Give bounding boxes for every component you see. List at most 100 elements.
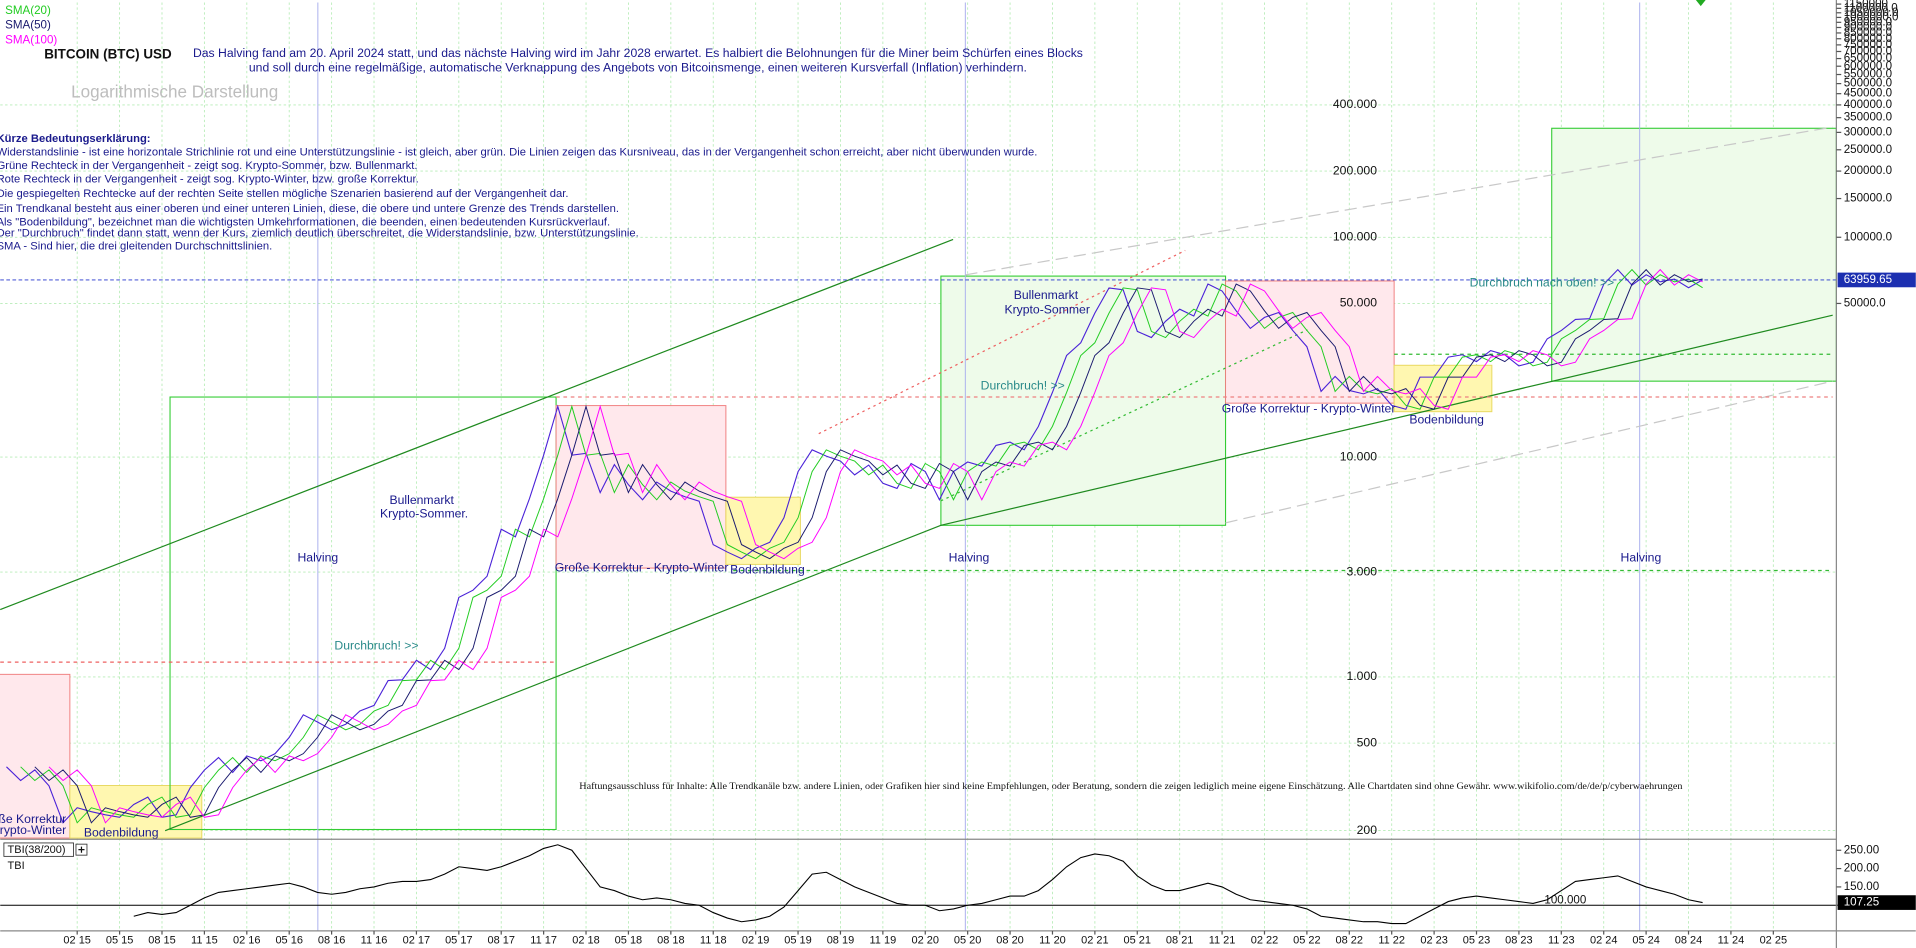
axis-background — [1837, 0, 1916, 839]
y-tick-label: 900000.0 — [1844, 21, 1892, 34]
x-tick-label: 02 22 — [1251, 935, 1279, 947]
x-tick-label: 05 15 — [106, 935, 134, 947]
y-tick-label: 800000.0 — [1844, 32, 1892, 45]
winter-box — [1225, 280, 1395, 404]
x-tick-label: 11 23 — [1548, 935, 1575, 947]
last-value-box — [1837, 895, 1916, 910]
note: Grüne Rechteck in der Vergangenheit - ze… — [0, 160, 417, 172]
y-tick-label: 150.00 — [1844, 880, 1879, 893]
y-tick-label: 1000000.0 — [1844, 10, 1899, 23]
y-tick-label: 450000.0 — [1844, 87, 1892, 100]
y-tick-label: 200.00 — [1844, 862, 1879, 875]
summer-box — [169, 396, 557, 831]
y-tick-label: 950000.0 — [1844, 15, 1892, 28]
series-line — [6, 268, 1703, 824]
series-line — [20, 268, 1703, 824]
y-tick-label: 10.000 — [1340, 449, 1378, 463]
plus-icon — [78, 846, 85, 853]
x-tick-label: 11 19 — [870, 935, 897, 947]
x-tick-label: 02 25 — [1760, 935, 1787, 947]
annotation: Halving — [1621, 551, 1662, 565]
x-tick-label: 08 23 — [1505, 935, 1532, 947]
note: Kürze Bedeutungserklärung: — [0, 133, 151, 145]
note: Ein Trendkanal besteht aus einer oberen … — [0, 203, 619, 215]
y-tick-label: 3.000 — [1346, 564, 1377, 578]
x-tick-label: 11 21 — [1209, 935, 1236, 947]
x-tick-label: 11 15 — [191, 935, 218, 947]
annotation: Große Korrektur — [0, 812, 66, 826]
y-tick-label: 350000.0 — [1844, 111, 1892, 124]
annotation: Halving — [949, 551, 990, 565]
indicator-label-box — [3, 842, 74, 857]
subtitle: und soll durch eine regelmäßige, automat… — [249, 61, 1027, 75]
x-tick-label: 05 24 — [1632, 935, 1660, 947]
y-tick-label: 400.000 — [1333, 97, 1377, 111]
x-tick-label: 02 15 — [63, 935, 91, 947]
x-tick-label: 05 20 — [954, 935, 982, 947]
reference-label: 100.000 — [1544, 893, 1586, 906]
last-price-box — [1837, 272, 1916, 288]
last-value-label: 107.25 — [1844, 896, 1879, 909]
y-tick-label: 200000.0 — [1844, 164, 1892, 177]
y-tick-label: 500 — [1357, 735, 1378, 749]
x-tick-label: 05 19 — [784, 935, 812, 947]
y-tick-label: 50000.0 — [1844, 297, 1886, 310]
y-tick-label: 400000.0 — [1844, 98, 1892, 111]
y-tick-label: 1050000.0 — [1844, 6, 1899, 19]
axes: 02 15 05 15 08 15 11 15 02 16 05 16 08 16 11 16… — [63, 0, 1916, 947]
note: Rote Rechteck in der Vergangenheit - zei… — [0, 174, 419, 186]
note: Der "Durchbruch" findet dann statt, wenn… — [0, 227, 639, 239]
y-tick-label: 200 — [1357, 823, 1378, 837]
annotation: Durchbruch! >> — [981, 378, 1065, 392]
annotation: Durchbruch nach oben! >> — [1470, 276, 1615, 290]
x-tick-label: 08 15 — [148, 935, 176, 947]
x-tick-label: 08 18 — [657, 935, 685, 947]
y-tick-label: 750000.0 — [1844, 38, 1892, 51]
resistance-trend — [818, 249, 1186, 435]
x-tick-label: 02 21 — [1081, 935, 1109, 947]
y-tick-label: 1150000 — [1844, 0, 1888, 10]
x-tick-label: 08 22 — [1336, 935, 1363, 947]
summer-box — [1551, 127, 1837, 382]
x-tick-label: 08 21 — [1166, 935, 1194, 947]
x-tick-label: 02 16 — [233, 935, 260, 947]
legend-label: SMA(20) — [5, 4, 51, 17]
x-tick-label: 05 21 — [1124, 935, 1152, 947]
annotation: Bullenmarkt — [389, 493, 454, 507]
y-tick-label: 50.000 — [1340, 296, 1378, 310]
y-tick-label: 500000.0 — [1844, 77, 1892, 90]
legend: SMA(20) SMA(50)SMA(100) — [5, 4, 57, 46]
annotation: Halving — [298, 551, 339, 565]
x-tick-label: 05 18 — [615, 935, 642, 947]
note: SMA - Sind hier, die drei gleitenden Dur… — [0, 241, 272, 253]
chart-title: BITCOIN (BTC) USD — [44, 47, 172, 62]
y-tick-label: 100000.0 — [1844, 230, 1892, 243]
x-tick-label: 05 22 — [1293, 935, 1320, 947]
projection-line — [965, 126, 1833, 276]
series-line — [133, 844, 1703, 925]
y-tick-label: 1.000 — [1346, 669, 1377, 683]
annotation: Große Korrektur - Krypto-Winter — [555, 560, 729, 574]
annotation: Bodenbildung — [84, 825, 159, 839]
x-tick-label: 02 18 — [572, 935, 600, 947]
y-tick-label: 100.000 — [1333, 229, 1377, 243]
x-tick-label: 05 17 — [445, 935, 473, 947]
annotation: Bodenbildung — [1409, 412, 1484, 426]
y-tick-label: 550000.0 — [1844, 68, 1892, 81]
y-tick-label: 600000.0 — [1844, 59, 1892, 72]
x-tick-label: 05 16 — [275, 935, 303, 947]
annotation: Große Korrektur - Krypto-Winter — [1222, 401, 1396, 415]
annotation: Bodenbildung — [730, 563, 805, 577]
x-tick-label: 02 23 — [1420, 935, 1448, 947]
x-tick-label: 11 18 — [700, 935, 727, 947]
annotation: Krypto-Winter — [0, 823, 66, 837]
y-tick-label: 850000.0 — [1844, 26, 1892, 39]
support-line — [164, 314, 1833, 832]
notes: Kürze Bedeutungserklärung: Widerstandsli… — [0, 133, 1037, 253]
x-tick-label: 05 23 — [1463, 935, 1490, 947]
x-tick-label: 08 19 — [827, 935, 855, 947]
note: Widerstandslinie - ist eine horizontale … — [0, 147, 1037, 159]
y-tick-label: 650000.0 — [1844, 52, 1892, 65]
